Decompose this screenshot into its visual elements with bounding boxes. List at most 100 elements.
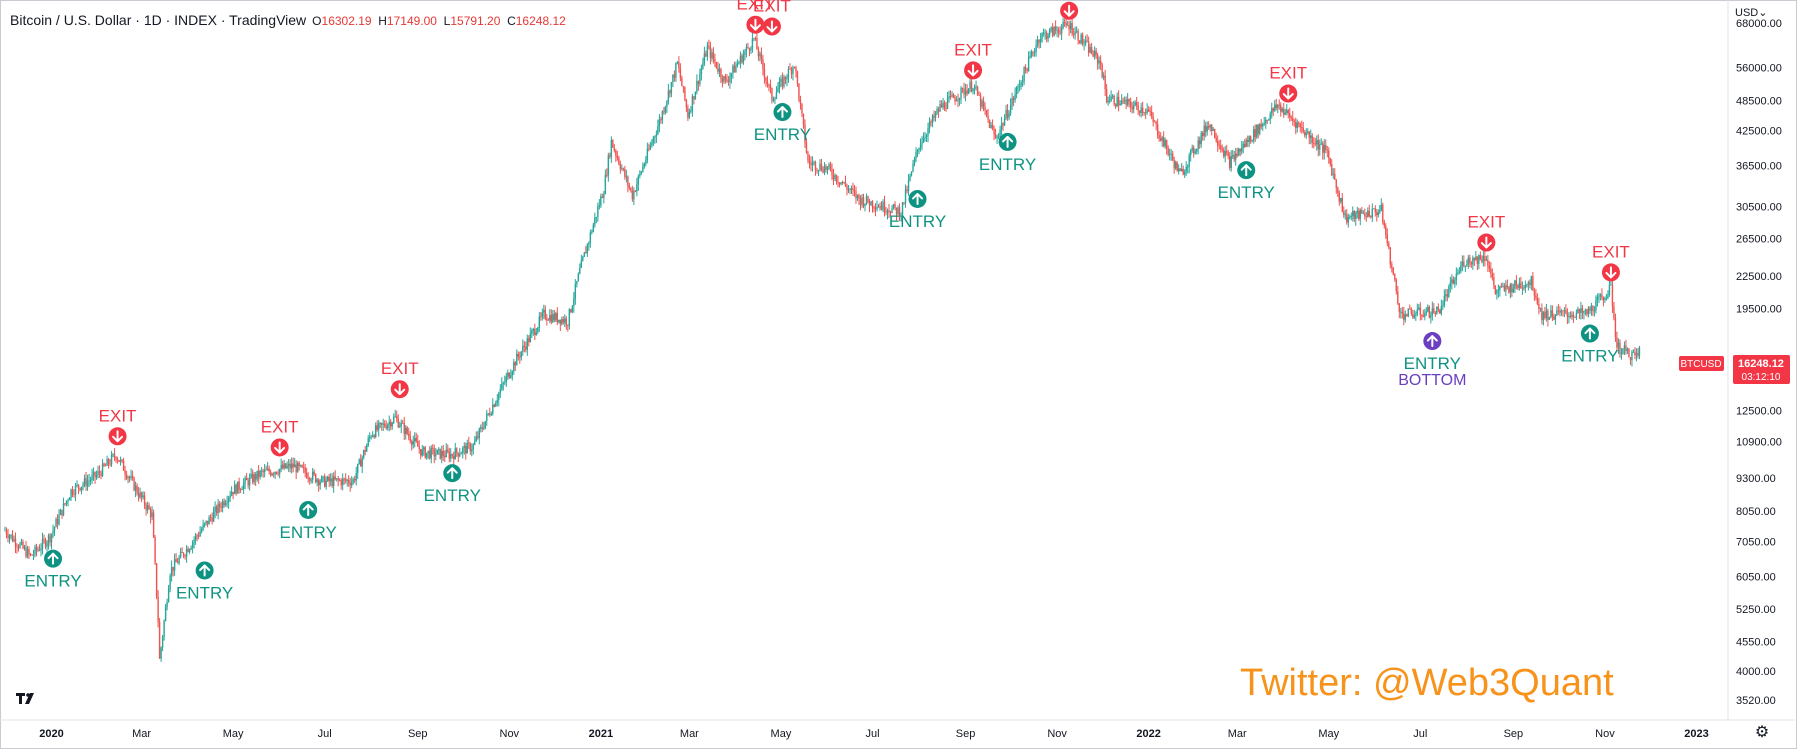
candle-body <box>370 436 372 438</box>
candle-body <box>591 231 593 233</box>
candle-body <box>287 463 290 466</box>
candle-body <box>167 589 170 603</box>
candle-body <box>262 470 264 473</box>
candle-body <box>1626 348 1629 351</box>
candle-body <box>331 478 333 487</box>
candle-body <box>236 481 239 494</box>
candle-body <box>519 356 521 358</box>
candle-body <box>757 49 760 57</box>
candle-body <box>432 447 434 449</box>
candle-body <box>444 455 446 457</box>
candle-body <box>904 189 907 203</box>
candle-body <box>1599 294 1602 297</box>
candle-body <box>1470 262 1473 265</box>
candle-body <box>181 551 183 553</box>
candle-body <box>1376 212 1378 216</box>
candle-body <box>98 471 101 474</box>
candle-body <box>1209 124 1211 128</box>
candle-body <box>1358 210 1360 219</box>
candle-body <box>489 413 491 415</box>
candle-body <box>1524 284 1527 289</box>
candle-body <box>1192 147 1195 154</box>
candle-body <box>798 83 800 101</box>
candle-body <box>151 512 153 518</box>
candle-body <box>1512 288 1515 293</box>
candle-body <box>606 174 608 176</box>
gear-icon[interactable]: ⚙ <box>1754 724 1770 741</box>
candle-body <box>438 448 440 450</box>
candle-body <box>1401 311 1404 314</box>
candle-body <box>660 119 662 121</box>
candle-body <box>973 86 976 89</box>
time-tick-label: Sep <box>1504 728 1524 740</box>
candle-body <box>1523 287 1525 289</box>
currency-selector[interactable]: USD⌄ <box>1735 6 1767 19</box>
candle-body <box>31 554 33 556</box>
candle-body <box>1488 265 1491 269</box>
candle-body <box>882 201 884 210</box>
candle-body <box>247 480 249 486</box>
candle-body <box>1035 45 1037 52</box>
candle-body <box>1174 162 1177 169</box>
candle-body <box>122 460 125 471</box>
candle-body <box>462 448 464 453</box>
candle-body <box>1305 132 1307 136</box>
candle-body <box>1149 111 1151 113</box>
candle-body <box>322 476 324 478</box>
candle-body <box>811 162 814 165</box>
signal-bottom-label: BOTTOM <box>1398 372 1466 389</box>
candle-body <box>1138 110 1141 113</box>
candle-body <box>603 193 605 199</box>
candle-body <box>80 486 83 491</box>
candle-body <box>747 46 749 49</box>
candle-body <box>636 184 638 192</box>
candle-body <box>1340 198 1342 202</box>
candle-body <box>137 493 140 498</box>
candle-body <box>694 92 697 100</box>
candle-body <box>34 546 36 555</box>
price-tick-label: 42500.00 <box>1736 126 1782 138</box>
candle-body <box>1353 210 1355 220</box>
signal-arrow-glyph <box>776 106 788 119</box>
candle-body <box>1409 308 1411 310</box>
candle-body <box>1526 284 1528 286</box>
tradingview-logo-icon[interactable] <box>11 686 43 710</box>
candle-body <box>275 471 278 474</box>
signal-arrow-glyph <box>47 552 59 565</box>
candle-body <box>502 382 504 384</box>
candle-body <box>200 529 203 532</box>
candle-body <box>113 454 116 458</box>
time-axis[interactable]: 2020 Mar May Jul Sep Nov 2021 Mar May Jul Sep Nov 20… <box>39 728 1708 740</box>
candle-body <box>565 318 568 325</box>
signal-entry-label: ENTRY <box>889 212 946 231</box>
candle-body <box>1078 40 1081 44</box>
candle-body <box>517 353 519 357</box>
candle-body <box>714 58 716 62</box>
candle-body <box>879 206 881 208</box>
candle-body <box>1527 282 1530 285</box>
candle-body <box>199 531 201 537</box>
candle-body <box>664 106 667 113</box>
candle-body <box>558 319 560 323</box>
candle-body <box>220 507 222 509</box>
candle-body <box>1307 131 1309 133</box>
candle-body <box>209 517 212 519</box>
candle-body <box>1382 204 1384 222</box>
candle-body <box>1286 110 1288 113</box>
symbol-title[interactable]: Bitcoin / U.S. Dollar · 1D · INDEX · Tra… <box>10 12 307 28</box>
signal-entry-label: ENTRY <box>424 486 481 505</box>
candle-body <box>1069 23 1072 30</box>
price-tick-label: 6050.00 <box>1736 571 1776 583</box>
candle-body <box>1406 314 1408 317</box>
candle-body <box>711 52 713 59</box>
candle-body <box>963 88 965 95</box>
price-tick-label: 26500.00 <box>1736 234 1782 246</box>
price-axis[interactable]: 68000.00 56000.00 48500.00 42500.00 36500.00… <box>1736 18 1782 707</box>
candle-body <box>1394 274 1396 281</box>
candle-body <box>1638 347 1641 356</box>
candle-body <box>651 142 653 146</box>
candle-body <box>272 473 275 475</box>
candle-body <box>1298 122 1300 124</box>
candle-body <box>1377 212 1379 216</box>
